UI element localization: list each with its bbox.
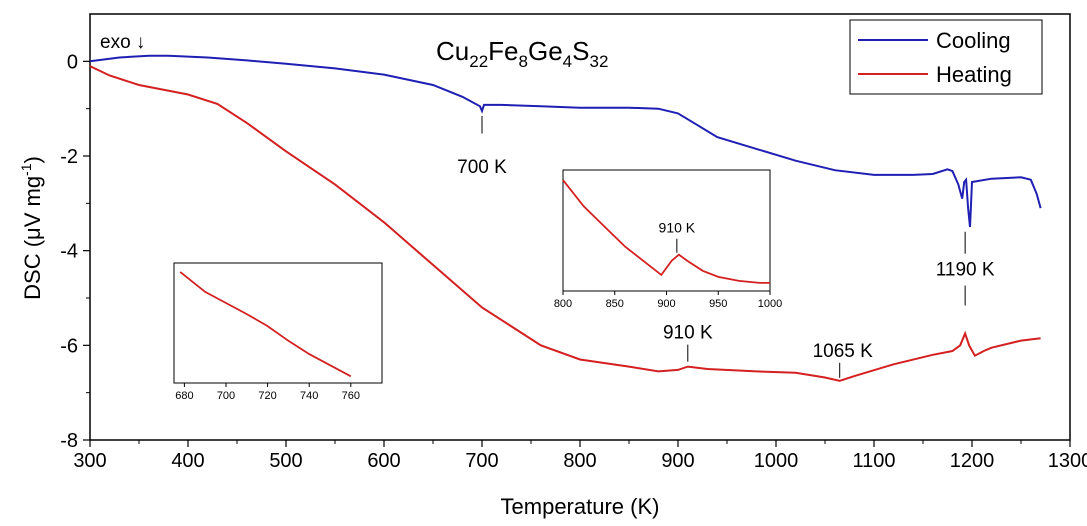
inset-plot-1: 680 700 720 740 760 — [173, 262, 383, 402]
exo-label: exo ↓ — [100, 32, 145, 53]
main-series-group — [89, 54, 1042, 382]
x-axis: 300 400 500 600 700 800 900 1000 1100 1200 1300 — [73, 440, 1087, 472]
y-axis: 0 -2 -4 -6 -8 — [60, 51, 90, 452]
series-line-heating — [89, 65, 1041, 382]
y-tick-label: -8 — [60, 430, 78, 452]
x-tick-label: 1100 — [852, 450, 895, 472]
series-line-cooling — [89, 54, 1042, 228]
inset-series-line — [179, 271, 352, 378]
annotation-label: 1065 K — [813, 341, 874, 362]
x-tick-label: 1300 — [1048, 450, 1087, 472]
legend-label-cooling: Cooling — [936, 28, 1011, 53]
inset-1-frame — [173, 262, 383, 384]
inset-x-tick-label: 720 — [258, 390, 276, 402]
x-tick-label: 700 — [465, 450, 498, 472]
annotation-label: 700 K — [457, 157, 507, 178]
x-tick-label: 600 — [367, 450, 400, 472]
legend-label-heating: Heating — [936, 62, 1012, 87]
annotation-label: 910 K — [663, 323, 713, 344]
inset-series-line — [562, 179, 770, 284]
inset-x-tick-label: 900 — [657, 298, 675, 310]
x-tick-label: 300 — [73, 450, 106, 472]
inset-x-tick-label: 700 — [217, 390, 235, 402]
inset-2-content: 800 850 900 950 1000 910 K — [554, 179, 782, 310]
y-axis-title: DSC (μV mg-1) — [18, 156, 45, 300]
y-tick-label: -6 — [60, 335, 78, 357]
y-tick-label: -4 — [60, 241, 78, 263]
x-tick-label: 1200 — [950, 450, 995, 472]
annotation-label: 1190 K — [936, 260, 995, 281]
annotations-group: 700 K 910 K 1065 K 1190 K — [457, 116, 995, 378]
legend: Cooling Heating — [849, 19, 1043, 95]
inset-x-tick-label: 850 — [606, 298, 624, 310]
legend-box — [849, 19, 1043, 95]
inset-x-tick-label: 800 — [554, 298, 572, 310]
x-tick-label: 800 — [563, 450, 596, 472]
chart-title: Cu22Fe8Ge4S32 — [436, 36, 608, 71]
x-tick-label: 900 — [661, 450, 694, 472]
inset-plot-2: 800 850 900 950 1000 910 K — [554, 169, 782, 310]
inset-x-tick-label: 680 — [175, 390, 193, 402]
inset-annotation-label: 910 K — [659, 220, 696, 236]
inset-x-tick-label: 1000 — [758, 298, 782, 310]
inset-x-tick-label: 740 — [300, 390, 318, 402]
x-tick-label: 1000 — [754, 450, 799, 472]
inset-x-tick-label: 760 — [342, 390, 360, 402]
x-tick-label: 400 — [171, 450, 204, 472]
y-tick-label: -2 — [60, 146, 78, 168]
x-axis-title: Temperature (K) — [501, 494, 660, 519]
inset-1-content: 680 700 720 740 760 — [175, 271, 360, 402]
inset-2-frame — [562, 169, 771, 292]
inset-x-tick-label: 950 — [709, 298, 727, 310]
x-tick-label: 500 — [269, 450, 302, 472]
y-tick-label: 0 — [67, 51, 78, 73]
